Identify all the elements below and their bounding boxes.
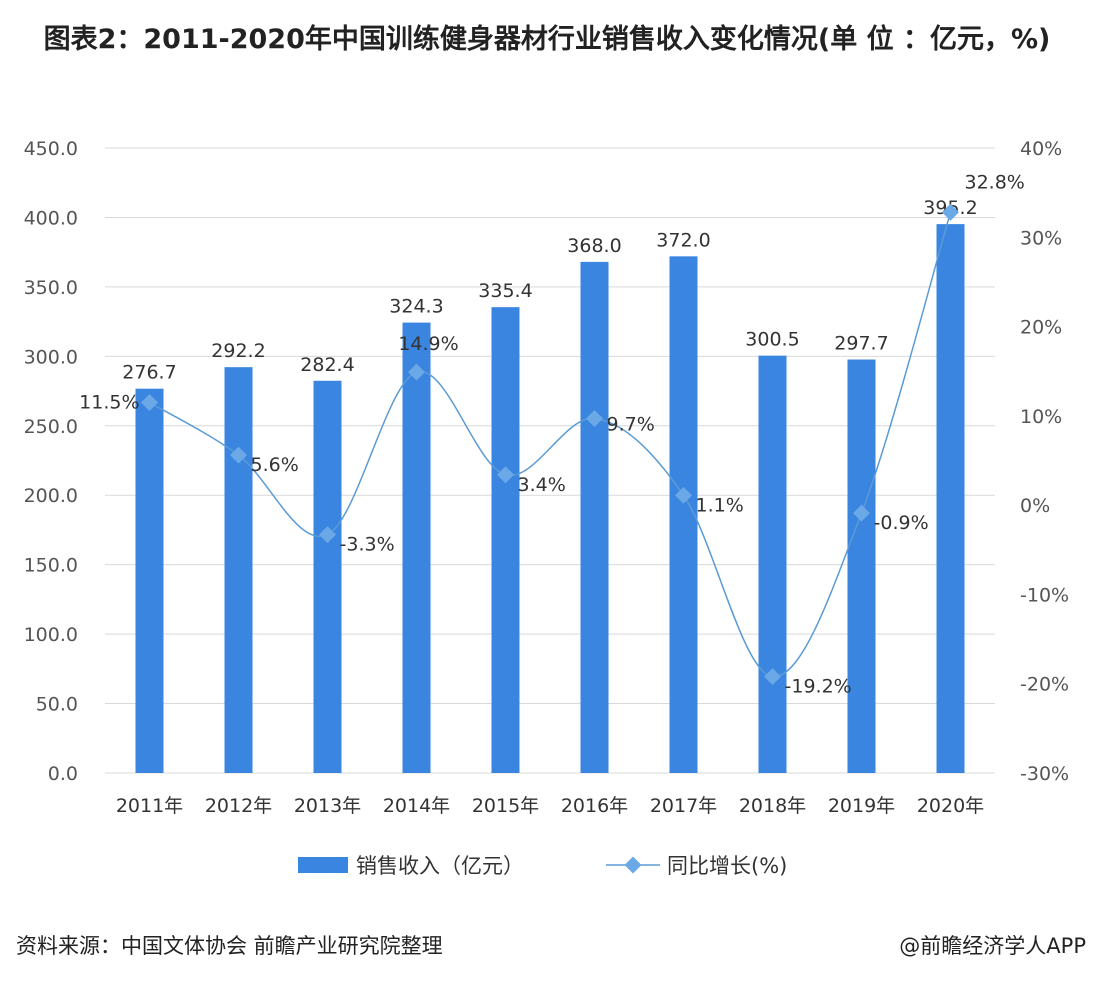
bar-value-label: 335.4 bbox=[478, 280, 532, 302]
growth-value-label: -19.2% bbox=[785, 676, 852, 698]
bar bbox=[847, 359, 876, 773]
y-right-tick-label: 0% bbox=[1020, 495, 1050, 517]
y-left-tick-label: 450.0 bbox=[24, 138, 78, 160]
growth-marker bbox=[319, 526, 336, 544]
x-tick-label: 2016年 bbox=[561, 795, 628, 817]
growth-value-label: 1.1% bbox=[696, 494, 744, 516]
legend-line-label: 同比增长(%) bbox=[667, 854, 787, 878]
bar bbox=[669, 256, 698, 773]
growth-value-label: 32.8% bbox=[965, 171, 1025, 193]
bar-value-label: 372.0 bbox=[656, 229, 710, 251]
bar-value-label: 300.5 bbox=[745, 329, 799, 351]
bar bbox=[224, 367, 253, 773]
y-left-tick-label: 150.0 bbox=[24, 555, 78, 577]
x-tick-label: 2015年 bbox=[472, 795, 539, 817]
legend-bar-label: 销售收入（亿元） bbox=[356, 854, 524, 878]
x-tick-label: 2014年 bbox=[383, 795, 450, 817]
y-right-tick-label: 10% bbox=[1020, 406, 1062, 428]
y-right-tick-label: 30% bbox=[1020, 227, 1062, 249]
y-left-tick-label: 200.0 bbox=[24, 485, 78, 507]
x-tick-label: 2012年 bbox=[205, 795, 272, 817]
y-left-tick-label: 50.0 bbox=[36, 694, 78, 716]
y-left-tick-label: 300.0 bbox=[24, 346, 78, 368]
growth-marker bbox=[586, 410, 603, 428]
growth-marker bbox=[764, 668, 781, 686]
source-note: 资料来源：中国文体协会 前瞻产业研究院整理 bbox=[16, 934, 443, 958]
bar bbox=[135, 388, 164, 773]
y-right-tick-label: -30% bbox=[1020, 763, 1069, 785]
x-tick-label: 2017年 bbox=[650, 795, 717, 817]
bar bbox=[313, 380, 342, 773]
growth-value-label: -3.3% bbox=[340, 534, 395, 556]
growth-marker bbox=[497, 466, 514, 484]
growth-value-label: 14.9% bbox=[398, 333, 458, 355]
growth-value-label: 5.6% bbox=[251, 454, 299, 476]
y-right-tick-label: -20% bbox=[1020, 674, 1069, 696]
y-right-tick-label: -10% bbox=[1020, 584, 1069, 606]
legend-bar-swatch bbox=[298, 857, 348, 873]
x-tick-label: 2020年 bbox=[917, 795, 984, 817]
growth-marker bbox=[675, 486, 692, 504]
bar-value-label: 368.0 bbox=[567, 235, 621, 257]
bar-value-label: 292.2 bbox=[211, 340, 265, 362]
bar bbox=[758, 355, 787, 773]
bar-value-label: 297.7 bbox=[834, 333, 888, 355]
bar-value-label: 324.3 bbox=[389, 296, 443, 318]
growth-value-label: 9.7% bbox=[607, 414, 655, 436]
chart-title: 图表2：2011-2020年中国训练健身器材行业销售收入变化情况(单 位 ：亿元… bbox=[43, 24, 1051, 55]
x-tick-label: 2011年 bbox=[116, 795, 183, 817]
growth-line bbox=[149, 212, 952, 678]
bar bbox=[402, 322, 431, 773]
x-tick-label: 2013年 bbox=[294, 795, 361, 817]
y-left-tick-label: 0.0 bbox=[48, 763, 78, 785]
credit-note: @前瞻经济学人APP bbox=[899, 934, 1086, 958]
growth-marker bbox=[230, 446, 247, 464]
y-left-tick-label: 100.0 bbox=[24, 624, 78, 646]
bar-value-label: 282.4 bbox=[300, 354, 354, 376]
y-left-tick-label: 350.0 bbox=[24, 277, 78, 299]
growth-marker bbox=[141, 393, 158, 411]
growth-value-label: -0.9% bbox=[874, 512, 929, 534]
x-tick-label: 2018年 bbox=[739, 795, 806, 817]
y-left-tick-label: 250.0 bbox=[24, 416, 78, 438]
bar bbox=[580, 261, 609, 773]
y-right-tick-label: 20% bbox=[1020, 317, 1062, 339]
y-right-tick-label: 40% bbox=[1020, 138, 1062, 160]
y-left-tick-label: 400.0 bbox=[24, 207, 78, 229]
growth-value-label: 11.5% bbox=[79, 391, 139, 413]
legend-diamond-icon bbox=[624, 856, 642, 874]
bar-value-label: 276.7 bbox=[122, 362, 176, 384]
x-tick-label: 2019年 bbox=[828, 795, 895, 817]
growth-marker bbox=[408, 363, 425, 381]
growth-value-label: 3.4% bbox=[518, 474, 566, 496]
bar bbox=[491, 307, 520, 773]
bar bbox=[936, 224, 965, 774]
growth-marker bbox=[942, 203, 959, 221]
